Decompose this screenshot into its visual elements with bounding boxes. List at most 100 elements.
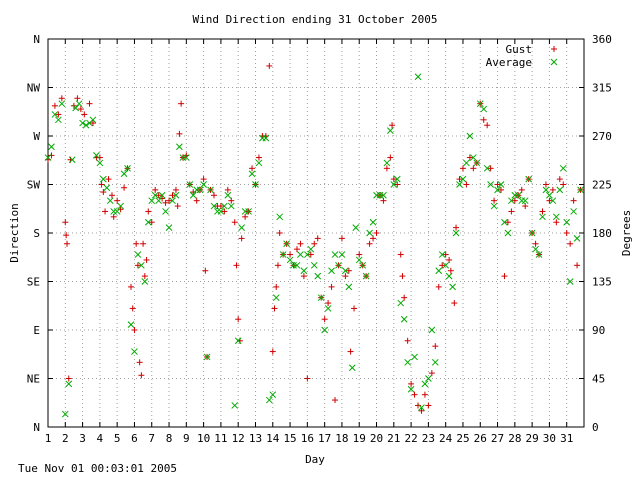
gust-point (127, 283, 134, 290)
average-point (103, 184, 111, 192)
average-point (283, 240, 290, 248)
gust-point (143, 256, 150, 263)
gust-point (470, 165, 477, 172)
gust-point (338, 235, 345, 242)
x-tick-label: 6 (131, 432, 138, 445)
x-tick-label: 9 (183, 432, 190, 445)
gust-point (484, 122, 491, 129)
x-tick-label: 29 (526, 432, 539, 445)
gust-point (442, 251, 449, 258)
gust-point (274, 262, 281, 269)
average-x-b (224, 191, 232, 199)
gust-point (55, 111, 62, 118)
average-point (508, 197, 515, 205)
gust-point (133, 240, 140, 247)
gust-point (138, 372, 145, 379)
gust-point (553, 219, 560, 226)
average-point (272, 294, 280, 302)
average-x-b (418, 404, 425, 411)
x-tick-label: 27 (491, 432, 504, 445)
average-point (151, 191, 159, 199)
x-tick-label: 19 (353, 432, 366, 445)
average-point (221, 202, 228, 210)
gust-point (439, 262, 446, 269)
average-x-b (425, 375, 432, 382)
x-tick-label: 7 (148, 432, 155, 445)
average-x-b (127, 321, 135, 328)
gust-point (242, 213, 249, 220)
average-x-b (169, 197, 176, 205)
gust-point (532, 240, 539, 247)
average-point (127, 321, 135, 328)
average-x-b (186, 181, 194, 188)
gust-point (210, 192, 217, 199)
average-x-b (144, 218, 152, 226)
average-x-b (456, 181, 463, 188)
average-point (570, 208, 577, 215)
average-x-b (407, 385, 415, 393)
average-point (120, 170, 128, 178)
gust-point (351, 305, 358, 312)
gust-point (148, 219, 155, 226)
gust-point (504, 219, 511, 226)
gust-point (466, 154, 473, 161)
average-x-b (317, 294, 325, 302)
gust-point (522, 203, 529, 210)
average-point (224, 191, 232, 199)
average-x-b (68, 156, 76, 164)
gust-point (390, 176, 397, 183)
x-tick-label: 20 (370, 432, 383, 445)
gust-point (415, 402, 422, 409)
average-x-b (210, 202, 218, 210)
average-point (138, 261, 145, 269)
average-x-b (528, 229, 536, 237)
average-point (418, 404, 425, 411)
average-point (483, 164, 491, 172)
average-x-b (386, 127, 394, 134)
average-x-b (573, 235, 581, 242)
gust-point (273, 283, 280, 290)
gust-point (100, 189, 107, 196)
gust-point (110, 213, 117, 220)
gust-point (114, 197, 121, 204)
gust-point (190, 189, 197, 196)
average-x-b (44, 154, 52, 161)
gust-point (321, 316, 328, 323)
average-x-b (435, 267, 443, 275)
average-point (328, 267, 335, 275)
gust-point (105, 176, 112, 183)
y-axis-right-label: Degrees (620, 210, 633, 256)
y-tick-label-right: 0 (592, 421, 599, 434)
average-x-b (393, 175, 401, 183)
x-tick-label: 15 (283, 432, 296, 445)
average-point (369, 218, 377, 226)
average-x-b (535, 251, 543, 258)
gust-point (62, 219, 69, 226)
average-x-b (525, 175, 533, 183)
gust-point (152, 186, 159, 193)
average-x-b (559, 164, 567, 172)
gust-point (325, 300, 332, 307)
gust-point (345, 267, 352, 274)
gust-point (453, 224, 460, 231)
average-x-b (550, 58, 558, 66)
average-x-b (552, 213, 560, 221)
average-point (203, 353, 211, 361)
average-point (345, 283, 353, 291)
average-x-b (487, 181, 494, 188)
gust-point (332, 397, 339, 404)
x-tick-label: 28 (508, 432, 521, 445)
average-point (148, 197, 156, 205)
x-axis-label: Day (305, 453, 325, 466)
gust-point (380, 197, 387, 204)
average-x-b (138, 261, 145, 269)
average-x-b (362, 272, 370, 280)
gust-point (373, 230, 380, 236)
average-x-b (106, 197, 114, 205)
y-tick-label-right: 90 (592, 324, 605, 337)
average-point (518, 197, 526, 205)
y-tick-label-left: W (33, 130, 40, 143)
average-point (466, 132, 474, 140)
average-x-b (286, 256, 294, 264)
average-point (380, 191, 387, 199)
